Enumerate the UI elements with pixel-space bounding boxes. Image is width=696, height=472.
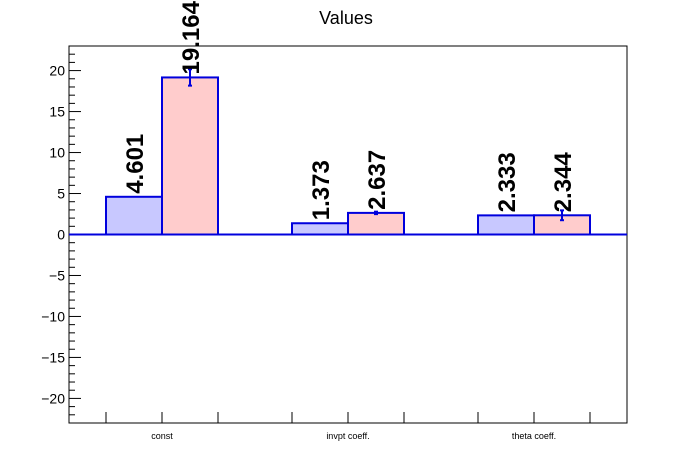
bar bbox=[161, 76, 219, 236]
y-tick-label: −5 bbox=[49, 267, 65, 283]
y-tick-label: 0 bbox=[57, 227, 65, 243]
x-category-label: invpt coeff. bbox=[326, 431, 369, 441]
y-tick-label: 10 bbox=[49, 145, 65, 161]
chart-title: Values bbox=[319, 8, 373, 28]
bar-value-label: 1.373 bbox=[308, 160, 335, 220]
bar bbox=[477, 214, 535, 236]
bar bbox=[347, 211, 405, 236]
y-tick-label: 5 bbox=[57, 186, 65, 202]
y-tick-label: −15 bbox=[41, 349, 65, 365]
bar-value-label: 2.333 bbox=[494, 152, 521, 212]
bar bbox=[105, 195, 163, 236]
x-category-label: const bbox=[151, 431, 173, 441]
axes: −20 −15 −10 −5 0 5 10 15 20 const invpt coeff. thet… bbox=[41, 45, 628, 441]
bar-value-label: 2.344 bbox=[550, 152, 577, 213]
bar-value-label: 19.164 bbox=[178, 0, 205, 74]
bar-value-label: 2.637 bbox=[364, 150, 391, 210]
y-tick-label: 15 bbox=[49, 104, 65, 120]
x-category-label: theta coeff. bbox=[512, 431, 556, 441]
bar bbox=[291, 222, 349, 236]
y-tick-label: −20 bbox=[41, 390, 65, 406]
y-tick-label: −10 bbox=[41, 308, 65, 324]
bar-value-label: 4.601 bbox=[122, 134, 149, 194]
y-tick-label: 20 bbox=[49, 63, 65, 79]
bars bbox=[69, 68, 627, 236]
data-labels: 4.601 1.373 2.333 19.164 2.637 2.344 bbox=[122, 0, 577, 220]
